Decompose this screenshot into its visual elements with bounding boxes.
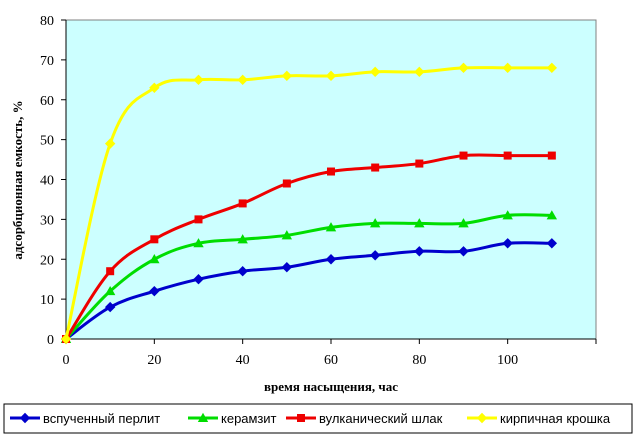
series-1 (60, 238, 558, 345)
data-point (503, 151, 512, 160)
x-tick-label: 0 (63, 353, 70, 368)
data-point (415, 159, 424, 168)
legend: вспученный перлит керамзит вулканический ш… (3, 403, 633, 434)
data-point (414, 66, 425, 78)
series-2 (60, 210, 558, 343)
series-3 (62, 151, 556, 343)
data-point (106, 267, 115, 276)
y-tick-label: 50 (40, 134, 54, 149)
y-tick-label: 80 (40, 14, 54, 29)
data-point (60, 333, 72, 345)
series-line (64, 213, 552, 341)
data-point (194, 215, 203, 224)
data-point (458, 218, 469, 228)
x-tick-label: 40 (236, 353, 250, 368)
data-point (369, 66, 381, 78)
data-point (281, 230, 293, 240)
data-point (369, 250, 381, 261)
data-point (237, 74, 248, 86)
data-point (149, 254, 160, 264)
data-point (325, 222, 337, 232)
data-point (325, 254, 337, 265)
x-axis-title: время насыщения, час (264, 379, 398, 394)
data-point (104, 138, 116, 149)
data-point (459, 151, 468, 160)
data-point (193, 238, 204, 248)
data-point (281, 262, 293, 273)
data-point (369, 218, 381, 228)
y-axis: 0 10 20 30 40 50 60 70 80 (40, 14, 67, 348)
legend-item: вулканический шлак (286, 411, 443, 426)
legend-label: кирпичная крошка (500, 411, 611, 426)
data-point (546, 62, 558, 74)
legend-label: вулканический шлак (319, 411, 443, 426)
legend-box (3, 403, 633, 434)
legend-label: вспученный перлит (43, 411, 160, 426)
legend-marker (476, 412, 488, 424)
data-point (237, 266, 248, 277)
data-point (238, 199, 247, 208)
legend-item: вспученный перлит (10, 411, 160, 426)
y-tick-label: 0 (47, 333, 54, 348)
data-point (281, 70, 293, 82)
x-tick-label: 80 (412, 353, 426, 368)
legend-marker (297, 414, 305, 422)
x-axis: 0 20 40 60 80 100 (63, 338, 597, 368)
data-point (325, 70, 337, 82)
data-point (502, 238, 513, 249)
y-tick-label: 60 (40, 94, 54, 109)
legend-marker (19, 412, 31, 424)
y-tick-label: 70 (40, 54, 54, 69)
legend-item: кирпичная крошка (467, 411, 611, 426)
data-point (104, 301, 116, 313)
y-tick-label: 10 (40, 293, 54, 308)
data-point (150, 235, 159, 244)
data-point (371, 163, 380, 172)
data-point (458, 246, 469, 257)
data-point (237, 234, 248, 244)
data-point (193, 273, 204, 285)
data-point (458, 62, 469, 74)
x-tick-label: 60 (324, 353, 338, 368)
data-point (414, 246, 425, 257)
data-point (546, 210, 558, 220)
y-axis-title: адсорбционная емкость, % (10, 100, 25, 259)
x-tick-label: 20 (147, 353, 161, 368)
data-point (149, 82, 160, 93)
y-tick-label: 30 (40, 213, 54, 228)
legend-label: керамзит (221, 411, 277, 426)
series-layer (60, 62, 558, 345)
legend-marker (197, 412, 209, 422)
y-tick-label: 20 (40, 253, 54, 268)
data-point (282, 179, 291, 188)
series-4 (60, 62, 558, 345)
data-point (546, 238, 558, 249)
data-point (149, 285, 160, 297)
legend-item: керамзит (188, 411, 277, 426)
data-point (414, 218, 425, 228)
x-tick-label: 100 (497, 353, 518, 368)
y-tick-label: 40 (40, 174, 54, 189)
data-point (502, 62, 513, 74)
data-point (502, 210, 513, 220)
data-point (193, 74, 204, 86)
data-point (547, 151, 556, 160)
data-point (104, 285, 116, 296)
data-point (327, 167, 335, 176)
